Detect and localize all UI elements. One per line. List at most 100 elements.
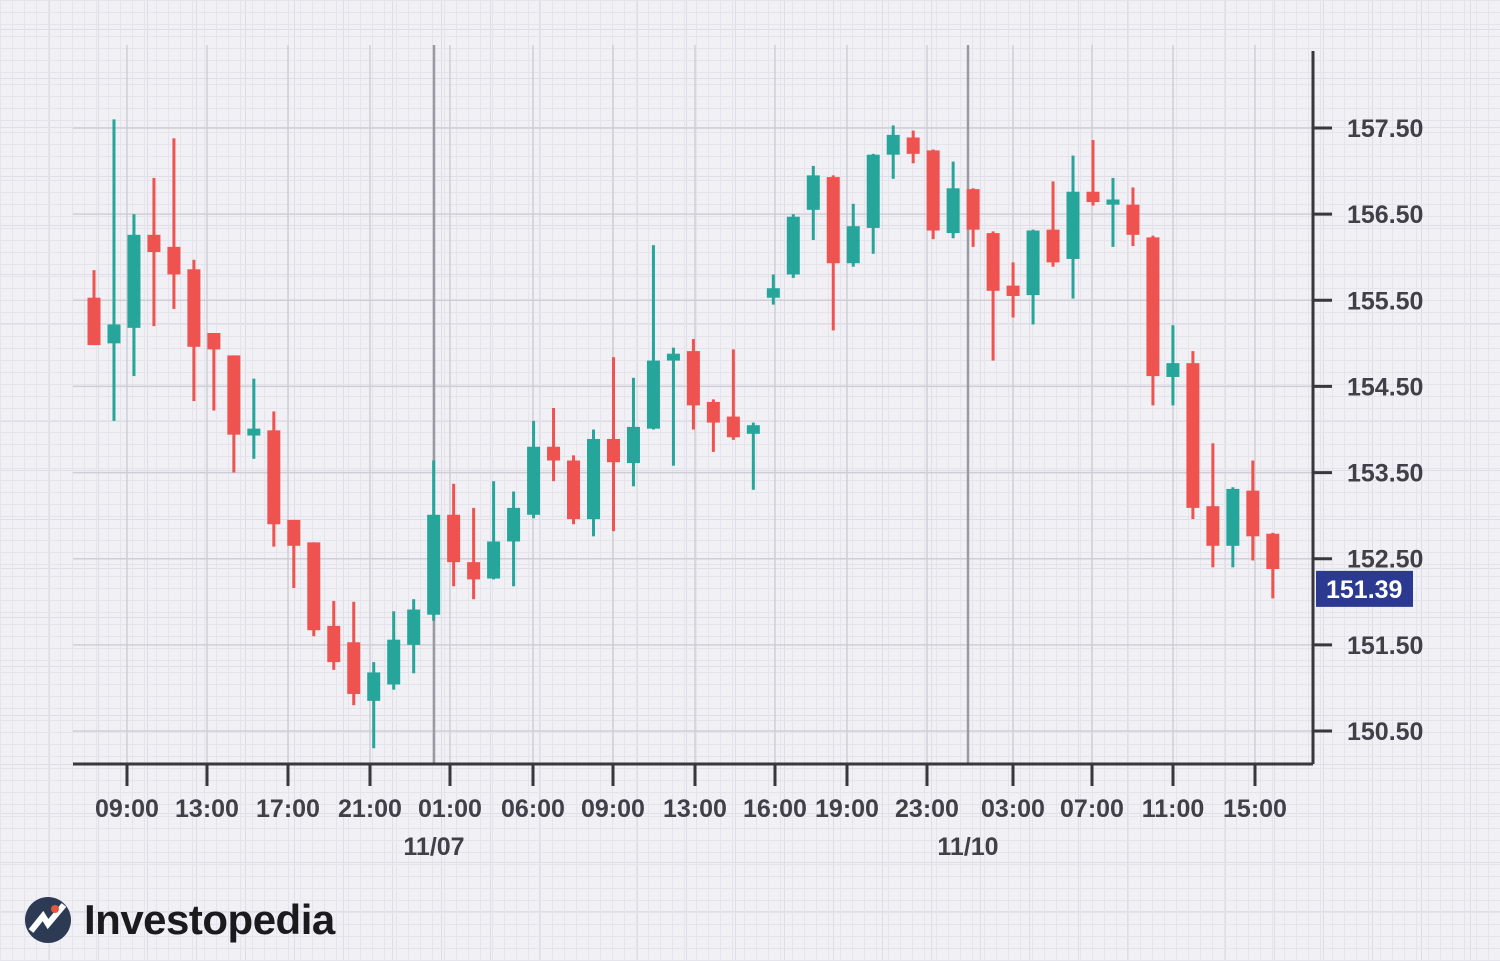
candle-body	[387, 639, 401, 685]
y-tick-label: 152.50	[1347, 546, 1423, 574]
candle	[1006, 262, 1020, 318]
candle	[447, 483, 461, 587]
x-date-label: 11/10	[937, 833, 998, 861]
candle	[646, 245, 660, 430]
candle-body	[547, 446, 561, 461]
investopedia-logo-icon	[25, 897, 71, 943]
candle	[846, 203, 860, 267]
candle-wick	[991, 231, 995, 361]
candle-body	[1046, 229, 1060, 263]
y-tick-label: 150.50	[1347, 718, 1423, 746]
candle-body	[766, 288, 780, 298]
candle-body	[986, 233, 1000, 291]
y-tick-label: 151.50	[1347, 632, 1423, 660]
candle	[587, 429, 600, 537]
candle-wick	[292, 519, 296, 589]
candle-body	[187, 269, 201, 347]
candle	[1026, 229, 1040, 325]
candle	[547, 407, 561, 482]
candle	[207, 333, 221, 411]
x-tick-label: 11:00	[1142, 795, 1205, 823]
candle-body	[1246, 490, 1260, 537]
candle-body	[587, 438, 600, 520]
candle-wick	[252, 378, 256, 459]
candle-body	[906, 137, 920, 154]
candle-wick	[671, 347, 675, 466]
last-price-badge: 151.39	[1316, 570, 1413, 607]
axes: 157.50156.50155.50154.50153.50152.50151.…	[73, 51, 1423, 861]
candle-body	[1026, 230, 1040, 296]
candle-body	[227, 355, 241, 435]
candle-wick	[711, 399, 715, 452]
candle-body	[267, 430, 281, 525]
candle	[327, 600, 341, 670]
x-tick-label: 13:00	[175, 795, 239, 823]
x-tick-label: 15:00	[1223, 795, 1287, 823]
candle	[1126, 187, 1140, 247]
candle-body	[327, 625, 341, 663]
x-tick-label: 16:00	[743, 795, 807, 823]
candle	[826, 175, 840, 331]
candle	[1146, 235, 1160, 406]
candle-body	[666, 353, 680, 361]
x-tick-label: 03:00	[981, 795, 1045, 823]
candle-body	[287, 519, 301, 546]
candle	[427, 460, 441, 621]
candle-wick	[1211, 443, 1215, 568]
candle	[1186, 351, 1200, 520]
candle-body	[1206, 506, 1220, 546]
candle	[247, 378, 261, 459]
y-tick-label: 153.50	[1347, 460, 1423, 488]
grid	[73, 45, 1313, 764]
x-tick-label: 01:00	[418, 795, 482, 823]
candle	[147, 177, 161, 327]
candle-body	[507, 507, 521, 542]
candle-body	[527, 446, 541, 515]
candle-body	[1186, 363, 1200, 508]
candle	[507, 491, 521, 587]
x-tick-label: 21:00	[338, 795, 402, 823]
candle	[467, 507, 481, 600]
candle-body	[626, 426, 640, 464]
candle	[806, 165, 820, 240]
candle	[946, 161, 960, 239]
candle	[107, 119, 121, 421]
logo-text: Investopedia	[84, 896, 335, 943]
candle-body	[147, 234, 161, 253]
candle-body	[207, 333, 221, 350]
candle-body	[866, 154, 880, 228]
candle-body	[946, 188, 960, 234]
candle-body	[407, 609, 421, 645]
candle	[966, 188, 980, 247]
candle	[367, 662, 381, 749]
candle-wick	[731, 349, 735, 440]
candle-wick	[172, 138, 176, 309]
y-tick-label: 157.50	[1347, 115, 1423, 143]
candle	[766, 274, 780, 305]
x-tick-label: 06:00	[501, 795, 565, 823]
candle-body	[467, 562, 481, 580]
x-tick-label: 09:00	[95, 795, 159, 823]
candle-wick	[651, 245, 655, 430]
candle	[686, 339, 700, 430]
candle-body	[427, 514, 441, 615]
candle-body	[1166, 363, 1180, 377]
candle	[986, 231, 1000, 361]
candle-body	[1226, 488, 1240, 546]
candle-wick	[492, 481, 496, 580]
candle-body	[87, 297, 101, 346]
y-tick-label: 156.50	[1347, 201, 1423, 229]
candle	[187, 259, 201, 402]
candle-body	[826, 177, 840, 264]
candle	[387, 611, 401, 690]
candle-body	[127, 234, 141, 328]
candle-body	[1066, 191, 1080, 259]
candle	[906, 130, 920, 164]
candle	[746, 422, 760, 490]
candle-body	[567, 460, 581, 520]
y-tick-label: 155.50	[1347, 287, 1423, 315]
candle-body	[307, 542, 321, 631]
candle	[1046, 181, 1060, 267]
candle-wick	[1051, 181, 1055, 267]
